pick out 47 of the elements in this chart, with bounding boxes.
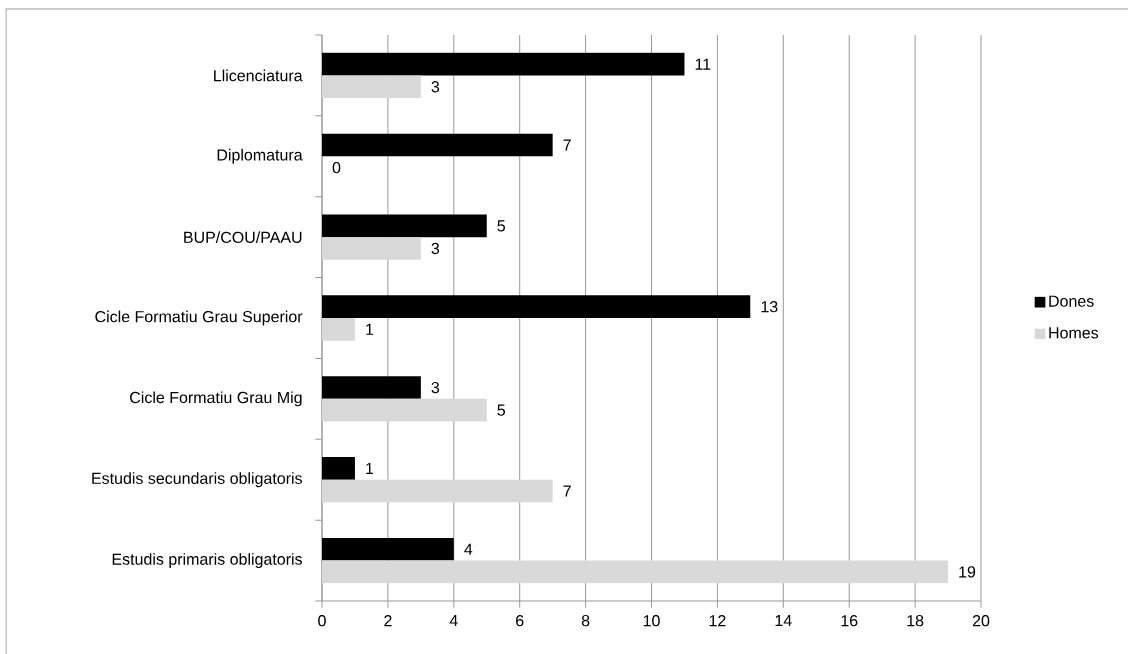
data-label: 3 [431, 242, 440, 255]
data-label: 13 [761, 301, 778, 313]
data-label: 5 [497, 404, 506, 416]
x-tick-label: 8 [581, 615, 590, 627]
x-tick-label: 18 [907, 615, 924, 627]
x-tick-label: 4 [449, 615, 458, 627]
y-tick-label: Llicenciatura [214, 69, 303, 82]
data-label: 1 [366, 323, 374, 335]
bar [322, 457, 355, 480]
y-tick-label: Cicle Formatiu Grau Superior [95, 310, 303, 326]
x-tick-label: 12 [709, 615, 726, 627]
y-tick-label: Estudis secundaris obligatoris [92, 472, 302, 488]
legend-label: Dones [1049, 295, 1094, 307]
bar [322, 479, 553, 503]
bar [322, 133, 553, 157]
bar [322, 52, 685, 76]
data-label: 3 [431, 81, 440, 93]
bar [322, 214, 487, 238]
data-label: 19 [959, 566, 976, 578]
bar [322, 295, 751, 319]
x-tick-label: 14 [775, 615, 792, 627]
x-tick-label: 0 [318, 615, 326, 627]
bar [322, 318, 355, 341]
bar [322, 376, 421, 399]
y-tick-label: Cicle Formatiu Grau Mig [130, 391, 302, 407]
data-label: 4 [464, 543, 473, 555]
x-tick-label: 2 [384, 615, 392, 627]
bar [322, 537, 454, 561]
bar [322, 560, 949, 584]
x-tick-label: 6 [516, 615, 524, 627]
data-label: 3 [431, 381, 440, 394]
data-label: 7 [563, 139, 571, 151]
bar [322, 237, 421, 260]
data-label: 0 [332, 161, 341, 174]
data-label: 1 [366, 462, 374, 474]
data-label: 7 [563, 485, 571, 497]
x-tick-label: 20 [972, 615, 990, 627]
x-tick-label: 10 [643, 615, 660, 627]
bar [322, 75, 421, 99]
y-tick-label: Estudis primaris obligatoris [112, 553, 302, 569]
legend-label: Homes [1049, 327, 1099, 339]
data-label: 5 [497, 220, 506, 232]
bar [322, 398, 487, 422]
y-tick-label: BUP/COU/PAAU [184, 231, 302, 244]
data-label: 11 [695, 58, 711, 70]
y-tick-label: Diplomatura [217, 148, 303, 164]
x-tick-label: 16 [841, 615, 858, 627]
